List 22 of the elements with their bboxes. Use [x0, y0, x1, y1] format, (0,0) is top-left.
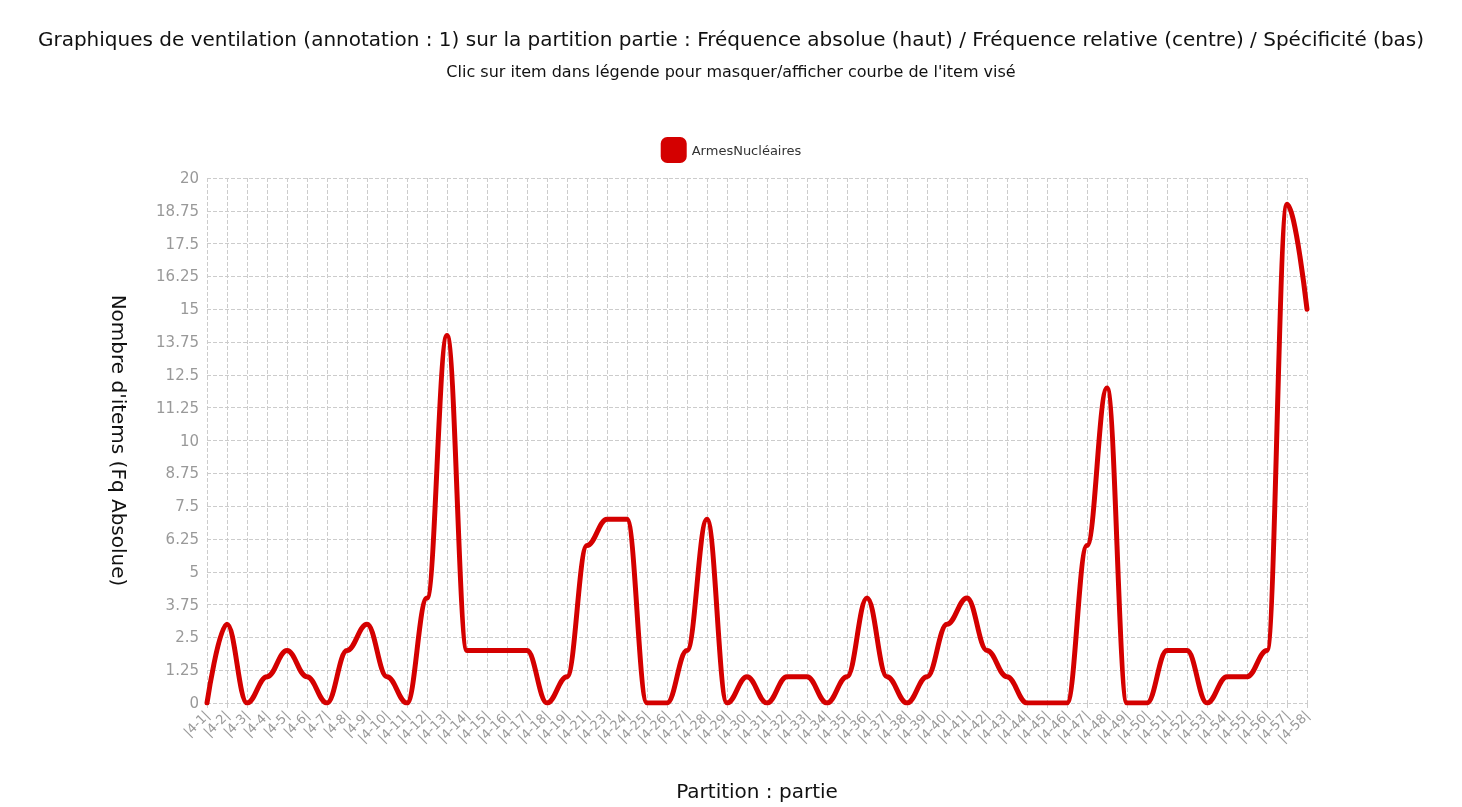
- y-tick-label: 18.75: [156, 201, 199, 220]
- y-tick-label: 7.5: [175, 497, 199, 516]
- y-tick-label: 16.25: [156, 267, 199, 286]
- x-axis-title: Partition : partie: [676, 779, 838, 803]
- y-tick-label: 20: [179, 169, 199, 187]
- y-tick-label: 11.25: [156, 398, 199, 417]
- legend-label: ArmesNucléaires: [691, 142, 802, 158]
- y-tick-label: 0: [189, 694, 199, 712]
- y-tick-label: 1.25: [165, 661, 199, 680]
- y-axis-title: Nombre d'items (Fq Absolue): [107, 294, 131, 587]
- y-tick-label: 6.25: [165, 529, 199, 548]
- y-tick-label: 13.75: [156, 333, 199, 352]
- y-tick-label: 10: [179, 431, 199, 450]
- chart-subtitle: Clic sur item dans légende pour masquer/afficher courbe de l'item visé: [446, 61, 1016, 81]
- chart-title: Graphiques de ventilation (annotation : 1) sur la partition partie : Fréquence absolue (haut) / Fréquence relative (centre) / Spécificité (bas): [37, 27, 1425, 51]
- y-tick-label: 17.5: [165, 234, 199, 253]
- y-tick-label: 8.75: [165, 464, 199, 483]
- y-tick-label: 5: [189, 562, 199, 581]
- y-tick-label: 15: [179, 300, 199, 319]
- y-tick-label: 12.5: [165, 365, 199, 384]
- y-tick-label: 2.5: [175, 628, 199, 647]
- y-tick-label: 3.75: [165, 595, 199, 614]
